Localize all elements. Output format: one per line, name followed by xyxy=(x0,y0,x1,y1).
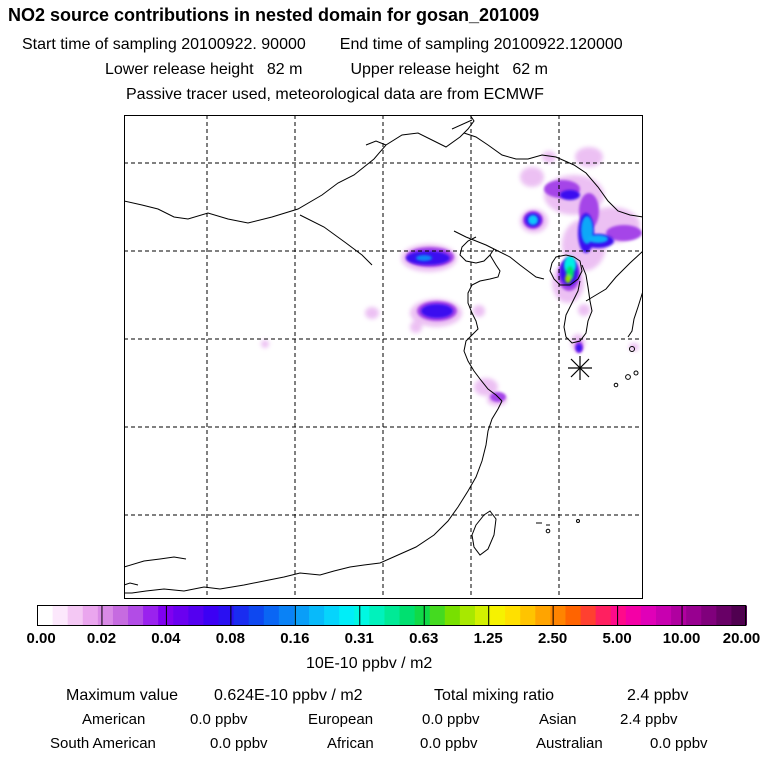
tracer-note: Passive tracer used, meteorological data… xyxy=(126,86,544,103)
colorbar-segment xyxy=(248,605,265,626)
colorbar-segment xyxy=(324,605,340,626)
colorbar-segment xyxy=(263,605,280,626)
coastlines xyxy=(124,115,643,594)
region-name: African xyxy=(327,735,374,752)
tracer-plumes xyxy=(261,147,642,406)
colorbar-segment xyxy=(595,605,612,626)
upper-label: Upper release height xyxy=(350,61,500,78)
colorbar-segment xyxy=(580,605,597,626)
region-name: Australian xyxy=(536,735,603,752)
lower-label: Lower release height xyxy=(105,61,254,78)
colorbar-segment xyxy=(414,605,431,626)
region-value: 0.0 ppbv xyxy=(190,711,248,728)
colorbar-segment xyxy=(369,605,386,626)
colorbar-segment xyxy=(97,605,114,626)
colorbar-segment xyxy=(203,605,220,626)
colorbar-tick-label: 0.63 xyxy=(409,630,439,647)
colorbar-segment xyxy=(505,605,521,626)
end-label: End time of sampling xyxy=(339,36,490,53)
colorbar-segment xyxy=(535,605,551,626)
lat-lon-grid xyxy=(124,115,643,599)
colorbar-segment xyxy=(339,605,355,626)
colorbar-segment xyxy=(112,605,129,626)
region-name: Asian xyxy=(539,711,577,728)
colorbar-segment xyxy=(565,605,582,626)
colorbar-tick-label: 0.31 xyxy=(344,630,374,647)
max-value-label: Maximum value xyxy=(66,687,179,704)
colorbar-tick-label: 2.50 xyxy=(538,630,568,647)
colorbar-segment xyxy=(429,605,446,626)
region-name: American xyxy=(82,711,146,728)
colorbar-tick-label: 1.25 xyxy=(473,630,503,647)
colorbar-dividers xyxy=(101,605,683,626)
colorbar-segments xyxy=(37,605,747,626)
colorbar-segment xyxy=(218,605,235,626)
colorbar-tick-label: 0.02 xyxy=(86,630,117,647)
colorbar-segment xyxy=(354,605,370,626)
region-name: South American xyxy=(50,735,156,752)
colorbar-segment xyxy=(384,605,401,626)
star-icon xyxy=(568,356,592,380)
upper-value: 62 m xyxy=(512,61,548,78)
colorbar-segment xyxy=(67,605,84,626)
colorbar-segment xyxy=(625,605,642,626)
region-value: 0.0 ppbv xyxy=(210,735,268,752)
total-mixing-label: Total mixing ratio xyxy=(434,687,555,704)
colorbar-segment xyxy=(550,605,567,626)
start-label: Start time of sampling xyxy=(22,36,177,53)
region-value: 2.4 ppbv xyxy=(620,711,678,728)
colorbar-segment xyxy=(474,605,491,626)
lower-value: 82 m xyxy=(266,61,303,78)
colorbar-tick-label: 0.00 xyxy=(26,630,56,647)
colorbar-segment xyxy=(278,605,295,626)
region-value: 0.0 ppbv xyxy=(422,711,480,728)
colorbar-segment xyxy=(399,605,416,626)
max-value: 0.624E-10 ppbv / m2 xyxy=(214,687,363,704)
colorbar-segment xyxy=(52,605,69,626)
colorbar-segment xyxy=(82,605,99,626)
colorbar-segment xyxy=(309,605,325,626)
colorbar-tick-label: 5.00 xyxy=(602,630,632,647)
colorbar-segment xyxy=(640,605,657,626)
colorbar-segment xyxy=(444,605,461,626)
colorbar-segment xyxy=(459,605,476,626)
colorbar-segment xyxy=(128,605,144,626)
colorbar-tick-label: 20.00 xyxy=(722,630,761,647)
colorbar-segment xyxy=(37,605,54,626)
region-value: 0.0 ppbv xyxy=(420,735,478,752)
colorbar-segment xyxy=(701,605,717,626)
colorbar-units: 10E-10 ppbv / m2 xyxy=(306,655,433,672)
colorbar-segment xyxy=(686,605,702,626)
start-value: 20100922. 90000 xyxy=(181,36,306,53)
colorbar-segment xyxy=(188,605,205,626)
total-mixing-value: 2.4 ppbv xyxy=(627,687,689,704)
colorbar-segment xyxy=(731,605,747,626)
colorbar-segment xyxy=(655,605,672,626)
region-value: 0.0 ppbv xyxy=(650,735,708,752)
colorbar-segment xyxy=(490,605,506,626)
colorbar-tick-label: 0.16 xyxy=(280,630,310,647)
colorbar xyxy=(37,605,747,626)
colorbar-segment xyxy=(520,605,536,626)
plot-title: NO2 source contributions in nested domai… xyxy=(8,5,540,25)
map-panel xyxy=(124,115,643,599)
release-heights: Lower release height 82 m Upper release h… xyxy=(105,62,548,78)
colorbar-segment xyxy=(610,605,627,626)
colorbar-tick-label: 0.04 xyxy=(151,630,181,647)
colorbar-segment xyxy=(143,605,159,626)
region-name: European xyxy=(308,711,374,728)
small-islands xyxy=(545,346,639,534)
colorbar-segment xyxy=(293,605,310,626)
colorbar-segment xyxy=(671,605,687,626)
colorbar-tick-label: 10.00 xyxy=(662,630,701,647)
colorbar-tick-label: 0.08 xyxy=(215,630,245,647)
colorbar-segment xyxy=(173,605,189,626)
sampling-times: Start time of sampling 20100922. 90000 En… xyxy=(22,37,623,53)
colorbar-segment xyxy=(716,605,733,626)
end-value: 20100922.120000 xyxy=(493,36,623,53)
colorbar-segment xyxy=(233,605,250,626)
